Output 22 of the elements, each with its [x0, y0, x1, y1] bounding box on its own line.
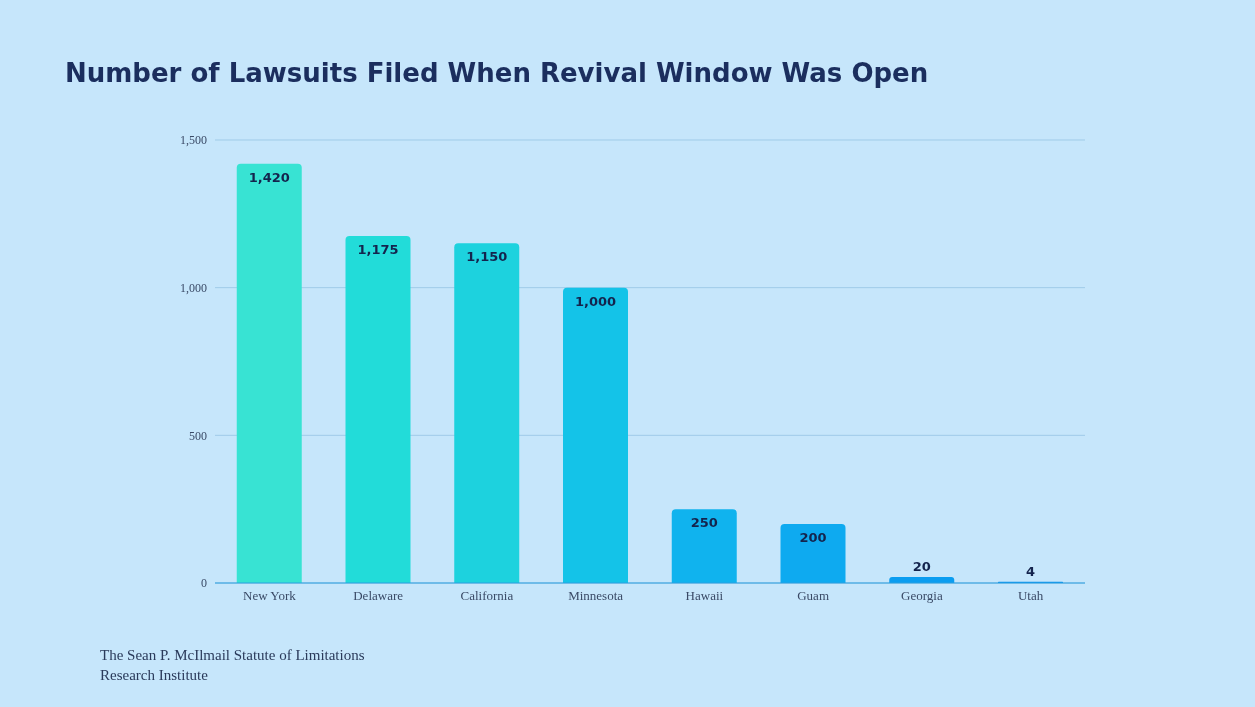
chart-title: Number of Lawsuits Filed When Revival Window Was Open	[65, 58, 929, 88]
x-tick-label: Minnesota	[568, 588, 624, 604]
data-label: 1,420	[248, 169, 290, 185]
x-tick-label: Hawaii	[685, 588, 724, 604]
data-label: 1,175	[357, 241, 399, 257]
y-tick-label: 500	[189, 428, 207, 443]
x-tick-label: Delaware	[353, 588, 404, 604]
text: The Sean P. McIlmail Statute of Limitations Research Institute	[100, 646, 366, 685]
x-tick-label: California	[460, 588, 514, 604]
data-label: 1,150	[466, 249, 508, 265]
y-tick-label: 0	[201, 576, 207, 591]
data-label: 20	[912, 559, 931, 575]
x-tick-label: Utah	[1017, 588, 1044, 604]
x-tick-label: New York	[243, 588, 297, 604]
y-tick-label: 1,000	[180, 280, 207, 295]
y-tick-label: 1,500	[180, 133, 207, 148]
x-tick-label: Georgia	[901, 588, 943, 604]
data-label: 200	[799, 529, 827, 545]
data-label: 1,000	[574, 293, 617, 309]
x-tick-label: Guam	[797, 588, 830, 604]
data-label: 4	[1025, 563, 1036, 579]
data-label: 250	[690, 515, 718, 531]
